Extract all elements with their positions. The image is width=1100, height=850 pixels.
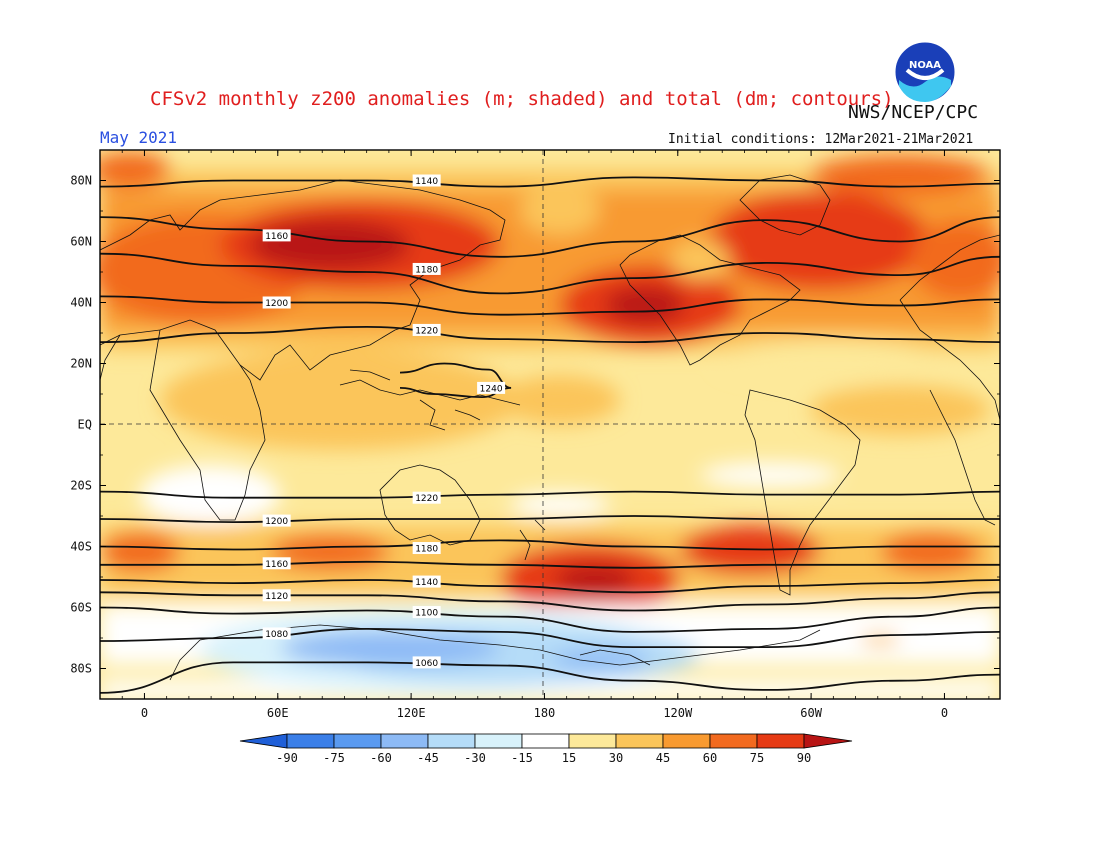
map-title: CFSv2 monthly z200 anomalies (m; shaded)… [150, 88, 894, 110]
colorbar-swatch [427, 733, 476, 749]
contour-label-bg [412, 656, 441, 669]
height-contours [100, 176, 1000, 694]
contour-line-1140 [100, 176, 1000, 188]
lat-label: 80N [70, 174, 92, 188]
contour-label: 1140 [415, 578, 438, 588]
colorbar-min-arrow [239, 733, 288, 749]
colorbar-label: 15 [562, 751, 576, 765]
initial-conditions: Initial conditions: 12Mar2021-21Mar2021 [668, 132, 974, 147]
contour-label-bg [262, 589, 291, 602]
colorbar-label: 30 [609, 751, 623, 765]
contour-line-1200 [100, 515, 1000, 524]
lon-label: 0 [141, 706, 148, 720]
lon-label: 120E [397, 706, 426, 720]
contour-line-1140 [100, 579, 1000, 594]
colorbar-label: -75 [323, 751, 345, 765]
lat-label: 60S [70, 601, 92, 615]
colorbar-swatch [286, 733, 335, 749]
lon-label: 0 [941, 706, 948, 720]
contour-line-1100 [100, 606, 1000, 633]
contour-label-bg [412, 323, 441, 336]
contour-line-1180 [100, 539, 1000, 551]
contour-label: 1200 [265, 299, 288, 309]
contour-label-bg [262, 229, 291, 242]
contour-line-1160 [100, 216, 1000, 258]
contour-label: 1080 [265, 630, 288, 640]
colorbar-label: -15 [511, 751, 533, 765]
contour-line-1220 [100, 490, 1000, 499]
agency-label: NWS/NCEP/CPC [848, 102, 979, 123]
contour-label-bg [412, 542, 441, 555]
colorbar-label: 60 [703, 751, 717, 765]
contour-line-1120 [100, 591, 1000, 612]
contour-label: 1160 [265, 560, 288, 570]
colorbar-swatch [662, 733, 711, 749]
colorbar-swatch [709, 733, 758, 749]
contour-line-1180 [100, 252, 1000, 295]
contour-label-bg [477, 381, 506, 394]
contour-line-1240 [399, 362, 512, 399]
colorbar-swatch [568, 733, 617, 749]
colorbar-label: -30 [464, 751, 486, 765]
anomaly-shading [100, 150, 1000, 699]
colorbar-swatch [756, 733, 805, 749]
contour-labels: 1140 1160 1180 1200 1220 1240 1220 1200 1180 1160… [262, 174, 506, 669]
lon-label: 180 [534, 706, 556, 720]
contour-label-bg [412, 262, 441, 275]
colorbar-swatch [474, 733, 523, 749]
lon-label: 120W [663, 706, 693, 720]
contour-label: 1240 [480, 384, 503, 394]
colorbar-label: 90 [797, 751, 811, 765]
forecast-month: May 2021 [100, 128, 178, 147]
contour-line-1060 [100, 661, 1000, 694]
contour-label-bg [412, 606, 441, 619]
contour-label: 1200 [265, 517, 288, 527]
contour-label: 1120 [265, 592, 288, 602]
contour-label: 1180 [415, 265, 438, 275]
contour-label-bg [412, 575, 441, 588]
contour-label: 1220 [415, 494, 438, 504]
colorbar-label: -60 [370, 751, 392, 765]
colorbar: -90 -75 -60 -45 -30 -15 15 30 45 60 75 90 [239, 733, 853, 765]
colorbar-swatch [333, 733, 382, 749]
noaa-logo: NOAA [894, 41, 956, 103]
contour-label-bg [262, 627, 291, 640]
colorbar-swatch [521, 733, 570, 749]
lat-label: 60N [70, 235, 92, 249]
contour-label: 1160 [265, 232, 288, 242]
lat-label: 80S [70, 662, 92, 676]
lon-label: 60E [267, 706, 289, 720]
colorbar-swatch [615, 733, 664, 749]
lat-label: EQ [78, 418, 92, 432]
coastlines [100, 174, 1000, 681]
lat-label: 40S [70, 540, 92, 554]
contour-label-bg [412, 491, 441, 504]
contour-label: 1180 [415, 545, 438, 555]
colorbar-max-arrow [803, 733, 853, 749]
colorbar-swatch [380, 733, 429, 749]
contour-line-1200 [100, 295, 1000, 316]
colorbar-label: 45 [656, 751, 670, 765]
contour-line-1220 [100, 325, 1000, 344]
contour-label-bg [262, 557, 291, 570]
lat-label: 20S [70, 479, 92, 493]
contour-line-1080 [100, 627, 1000, 649]
contour-line-1160 [100, 560, 1000, 569]
contour-label-bg [262, 514, 291, 527]
noaa-logo-text: NOAA [909, 60, 941, 71]
contour-label: 1100 [415, 609, 438, 619]
contour-label: 1140 [415, 177, 438, 187]
colorbar-label: -90 [276, 751, 298, 765]
contour-label-bg [262, 296, 291, 309]
lat-label: 40N [70, 296, 92, 310]
contour-label-bg [412, 174, 441, 187]
lon-label: 60W [800, 706, 822, 720]
colorbar-label: 75 [750, 751, 764, 765]
lat-label: 20N [70, 357, 92, 371]
contour-label: 1060 [415, 659, 438, 669]
contour-label: 1220 [415, 326, 438, 336]
axis-ticks: 80N 60N 40N 20N EQ 20S 40S 60S 80S 0 60E 120E 180 120… [70, 150, 1000, 720]
colorbar-label: -45 [417, 751, 439, 765]
